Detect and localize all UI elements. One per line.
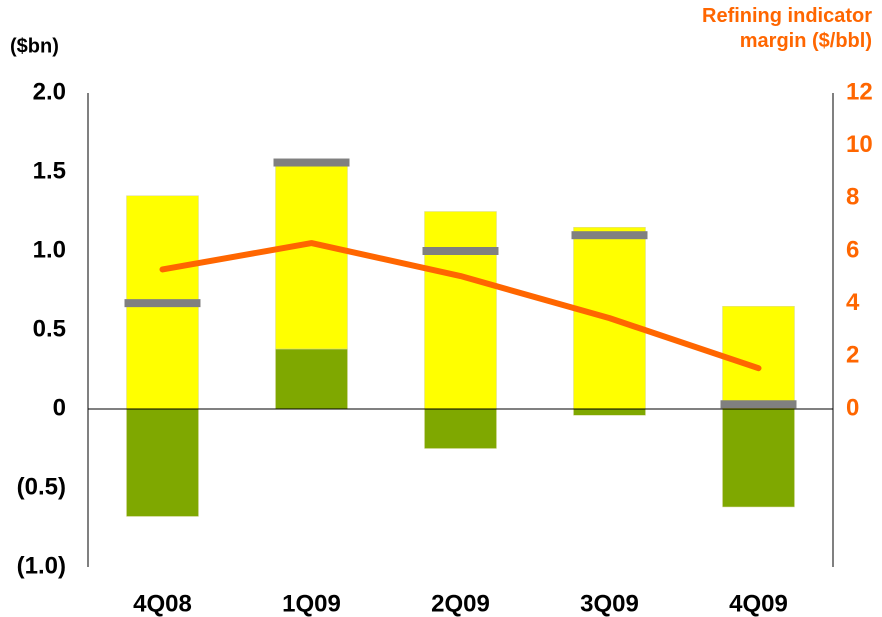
x-tick-label: 3Q09 — [580, 590, 639, 617]
y-tick-label: (1.0) — [17, 552, 66, 579]
x-tick-label: 4Q09 — [729, 590, 788, 617]
bar — [424, 408, 497, 449]
y2-tick-label: 4 — [846, 289, 860, 316]
y-tick-label: 2.0 — [33, 78, 66, 105]
y2-tick-label: 12 — [846, 78, 873, 105]
bar — [573, 408, 646, 416]
bar — [722, 408, 795, 508]
marker — [273, 158, 350, 167]
x-tick-label: 2Q09 — [431, 590, 490, 617]
y-tick-label: (0.5) — [17, 473, 66, 500]
bar — [275, 348, 348, 410]
y-tick-label: 0 — [53, 394, 66, 421]
y-tick-label: 0.5 — [33, 315, 66, 342]
bar — [424, 211, 497, 410]
y2-tick-label: 2 — [846, 342, 859, 369]
y2-tick-label: 10 — [846, 131, 873, 158]
y2-tick-label: 0 — [846, 394, 859, 421]
bar — [275, 162, 348, 350]
x-tick-label: 4Q08 — [133, 590, 192, 617]
y-tick-label: 1.5 — [33, 157, 66, 184]
x-tick-label: 1Q09 — [282, 590, 341, 617]
y-tick-label: 1.0 — [33, 236, 66, 263]
y2-axis-title: Refining indicator margin ($/bbl) — [702, 5, 872, 52]
marker — [422, 247, 499, 255]
marker — [720, 400, 797, 409]
y2-tick-label: 8 — [846, 184, 859, 211]
marker — [571, 231, 648, 240]
marker — [124, 299, 201, 308]
y-axis-title: ($bn) — [10, 35, 59, 57]
line — [159, 240, 762, 372]
y2-tick-label: 6 — [846, 236, 859, 263]
bar — [126, 408, 199, 517]
